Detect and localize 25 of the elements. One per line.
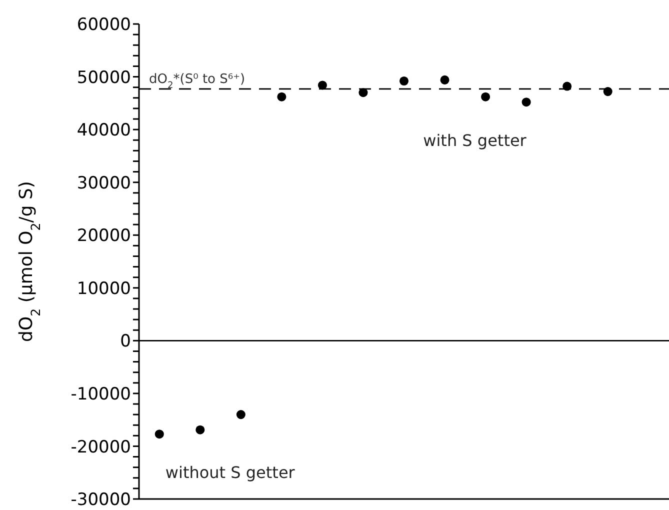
y-tick-label: 60000	[76, 15, 131, 36]
y-tick-label: 50000	[76, 68, 131, 88]
y-tick-label: 30000	[76, 173, 131, 194]
point	[318, 80, 327, 90]
point	[562, 82, 572, 91]
point	[154, 430, 164, 439]
point	[440, 75, 450, 84]
point	[277, 92, 286, 102]
series-label: with S getter	[423, 131, 527, 150]
point	[399, 76, 409, 86]
point	[603, 87, 612, 96]
y-tick-label: 10000	[76, 278, 131, 299]
point	[522, 98, 531, 107]
y-tick-label: 0	[120, 332, 131, 352]
point	[358, 88, 368, 98]
y-tick-label: -30000	[70, 490, 131, 510]
point	[236, 410, 246, 420]
ref-line-label: dO$_{2}$*(S⁰ to S⁶⁺)	[149, 72, 246, 91]
point	[196, 425, 205, 434]
point	[481, 92, 490, 102]
y-tick-label: -10000	[70, 384, 131, 404]
series-label: without S getter	[165, 463, 296, 482]
y-tick-label: -20000	[70, 437, 131, 458]
y-tick-label: 40000	[76, 120, 131, 141]
y-tick-label: 20000	[76, 226, 131, 246]
